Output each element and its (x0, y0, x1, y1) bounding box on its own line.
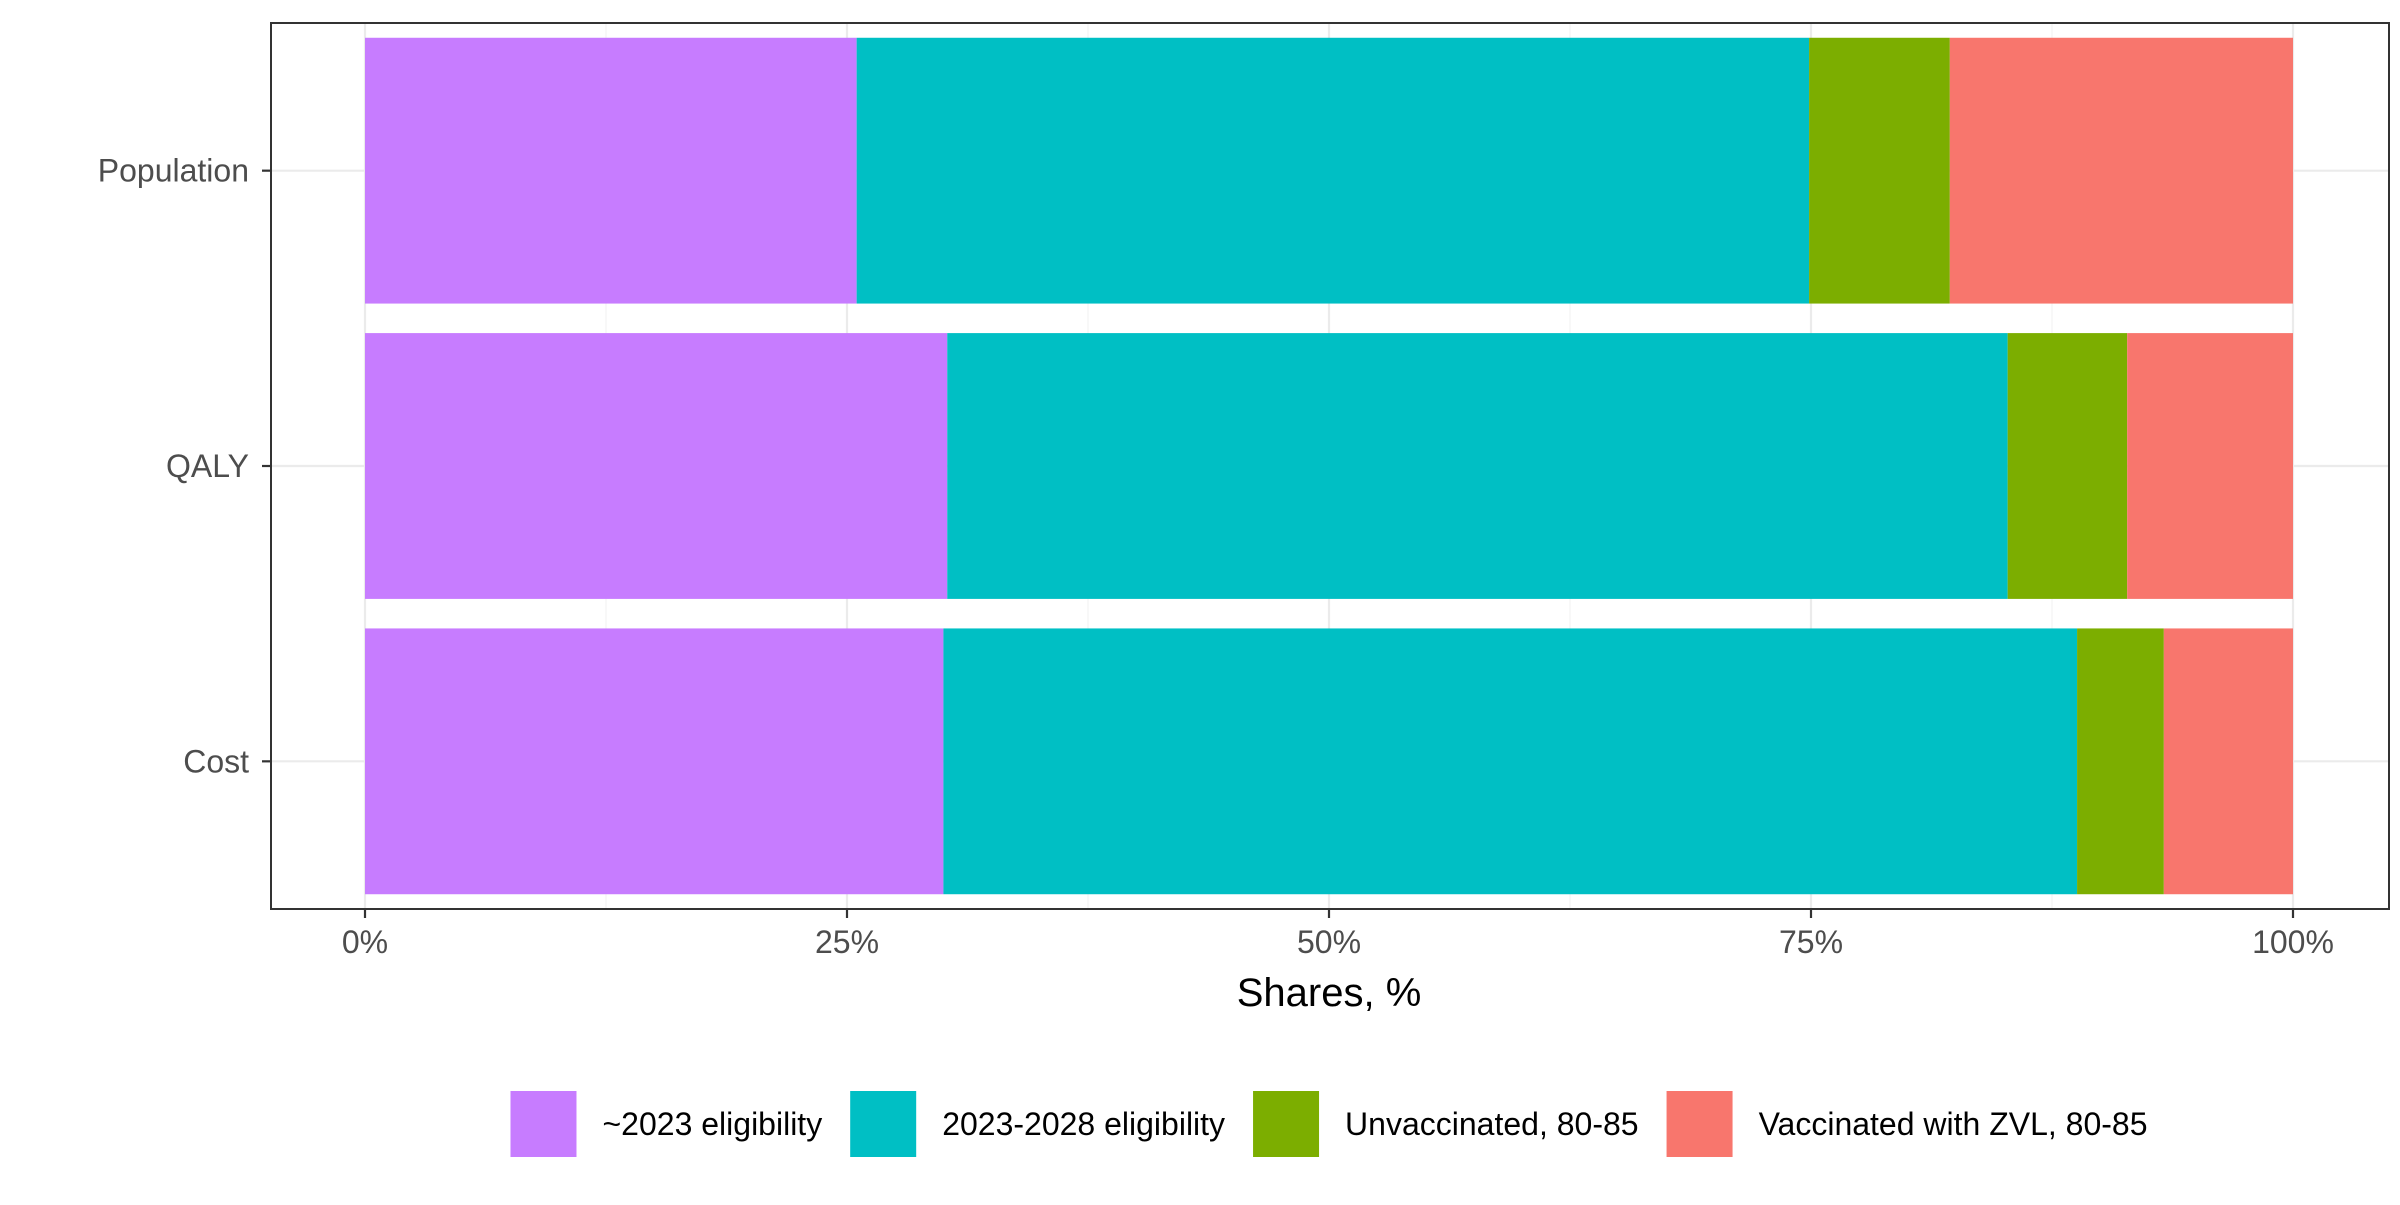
bars-layer (365, 37, 2293, 895)
x-tick-label: 100% (2252, 924, 2334, 960)
x-tick-label: 25% (815, 924, 879, 960)
legend-label: 2023-2028 eligibility (942, 1106, 1225, 1142)
y-tick-label: Population (98, 153, 249, 189)
legend-label: Vaccinated with ZVL, 80-85 (1759, 1106, 2148, 1142)
bar-segment (947, 333, 2008, 599)
bar-segment (856, 37, 1810, 304)
bar-segment (365, 37, 857, 304)
legend-label: Unvaccinated, 80-85 (1345, 1106, 1639, 1142)
legend: ~2023 eligibility 2023-2028 eligibility Un… (510, 1091, 2148, 1157)
axes-layer: 0% 25% 50% 75% 100% Population QALY Cost (98, 153, 2334, 960)
x-tick-label: 75% (1779, 924, 1843, 960)
bar-segment (365, 628, 944, 895)
legend-key (1666, 1091, 1733, 1157)
bar-segment (2127, 333, 2293, 599)
bar-segment (1809, 37, 1950, 304)
y-tick-label: Cost (183, 743, 249, 779)
bar-segment (2077, 628, 2164, 895)
legend-key (1253, 1091, 1320, 1157)
legend-key (510, 1091, 577, 1157)
bar-segment (2007, 333, 2128, 599)
bar-segment (943, 628, 2078, 895)
bar-segment (365, 333, 948, 599)
y-tick-label: QALY (166, 448, 249, 484)
bar-segment (2163, 628, 2293, 895)
legend-key (850, 1091, 917, 1157)
bar-segment (1949, 37, 2293, 304)
x-tick-label: 0% (342, 924, 388, 960)
legend-label: ~2023 eligibility (602, 1106, 822, 1142)
x-tick-label: 50% (1297, 924, 1361, 960)
x-axis-title: Shares, % (1237, 971, 1422, 1015)
